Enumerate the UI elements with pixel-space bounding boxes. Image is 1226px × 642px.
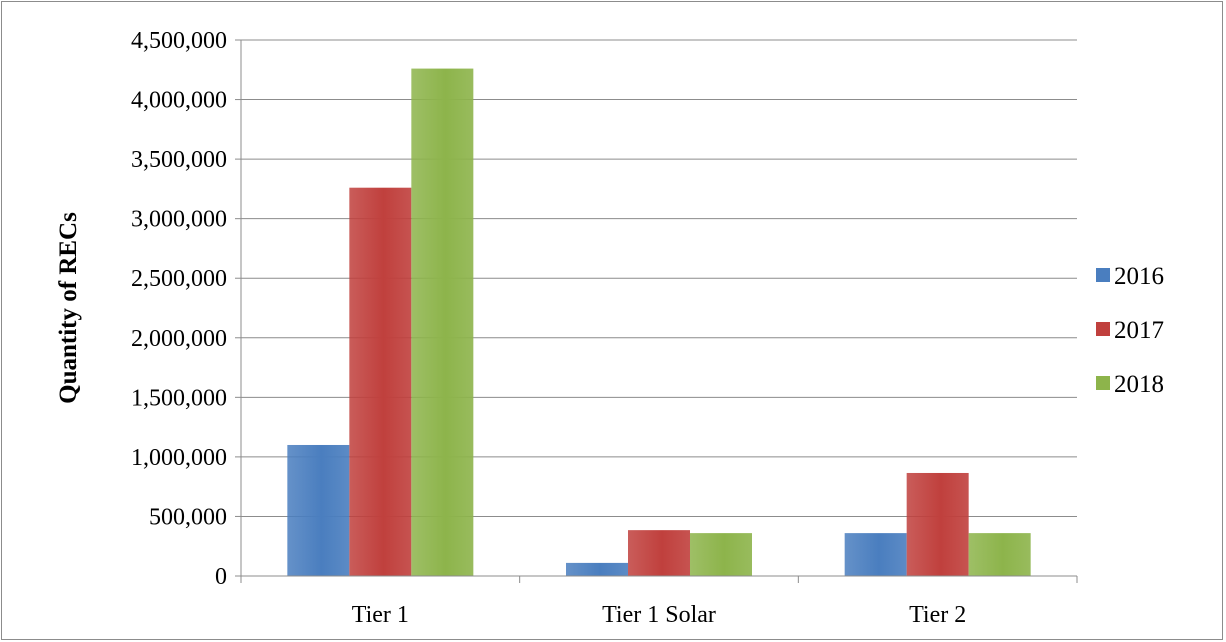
bar-2017-tier-1-solar — [628, 530, 690, 576]
legend: 2016 2017 2018 — [1096, 263, 1164, 398]
legend-swatch-2017 — [1096, 322, 1110, 336]
x-category-labels: Tier 1 Tier 1 Solar Tier 2 — [352, 602, 966, 628]
y-tick-label: 1,000,000 — [131, 445, 227, 471]
bar-2018-tier-2 — [968, 533, 1031, 576]
x-category-label: Tier 1 Solar — [602, 602, 716, 628]
y-tick-labels: 0 500,000 1,000,000 1,500,000 2,000,000 2,500… — [131, 28, 227, 590]
legend-label-2017: 2017 — [1114, 317, 1164, 344]
bars — [287, 68, 1031, 576]
axes — [240, 40, 1078, 583]
legend-swatch-2016 — [1096, 268, 1110, 282]
bar-2018-tier-1-solar — [690, 533, 752, 576]
y-tick-label: 500,000 — [149, 504, 227, 530]
y-tick-label: 4,000,000 — [131, 88, 227, 114]
y-tick-label: 1,500,000 — [131, 385, 227, 411]
legend-label-2016: 2016 — [1114, 263, 1164, 290]
x-category-label: Tier 2 — [909, 602, 966, 628]
legend-swatch-2018 — [1096, 376, 1110, 390]
bar-2017-tier-1 — [349, 187, 412, 576]
bar-2017-tier-2 — [906, 472, 969, 576]
y-axis-title: Quantity of RECs — [55, 212, 82, 404]
y-tick-label: 3,000,000 — [131, 207, 227, 233]
bar-2016-tier-1 — [287, 444, 350, 576]
y-tick-label: 3,500,000 — [131, 147, 227, 173]
bar-2018-tier-1 — [411, 68, 474, 576]
bar-2016-tier-2 — [844, 533, 907, 576]
y-tick-label: 0 — [215, 564, 227, 590]
y-tick-label: 2,000,000 — [131, 326, 227, 352]
legend-label-2018: 2018 — [1114, 371, 1164, 398]
y-tick-label: 4,500,000 — [131, 28, 227, 54]
x-category-label: Tier 1 — [352, 602, 409, 628]
y-tick-label: 2,500,000 — [131, 266, 227, 292]
bar-2016-tier-1-solar — [566, 562, 628, 576]
